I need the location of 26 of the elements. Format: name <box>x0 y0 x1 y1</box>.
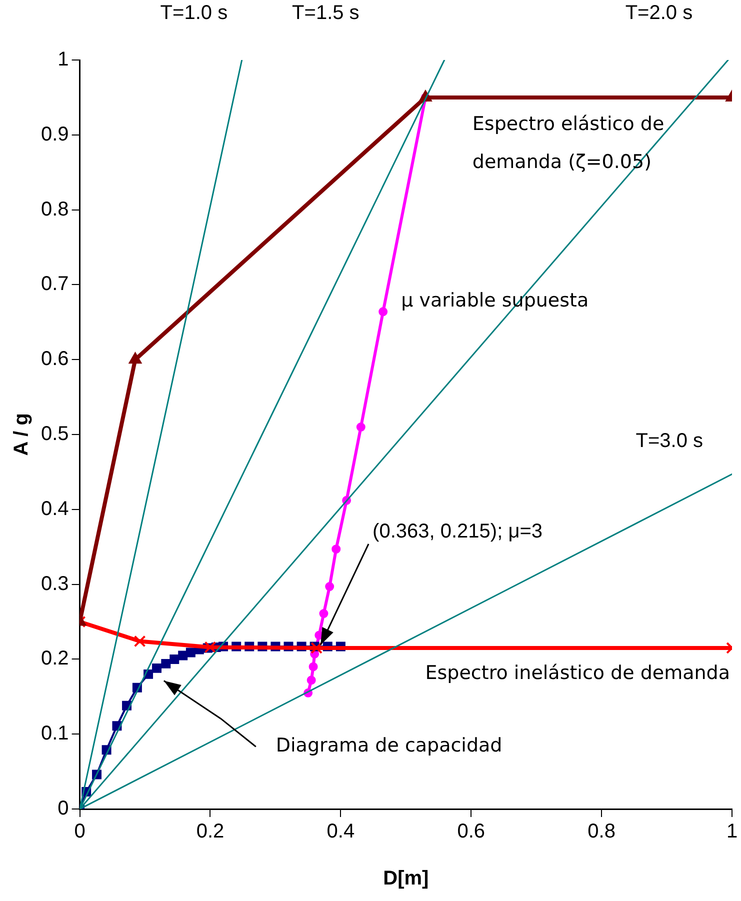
text: T=2.0 s <box>625 2 693 24</box>
y-tick-label: 0.4 <box>40 498 69 520</box>
x-tick-label: 1 <box>726 820 738 843</box>
y-tick-label: 0.9 <box>40 123 69 146</box>
x-axis-title: D[m] <box>383 868 429 890</box>
x-tick-label: 0.2 <box>196 820 224 843</box>
y-tick-label: 0.6 <box>40 348 69 370</box>
x-tick-label: 0.8 <box>588 820 616 843</box>
text: T=1.5 s <box>292 2 360 24</box>
y-tick-label: 0.8 <box>40 198 69 220</box>
x-tick-label: 0 <box>74 820 86 843</box>
y-tick-label: 0.3 <box>40 572 69 595</box>
y-tick-label: 0.7 <box>40 273 69 296</box>
x-tick-label: 0.4 <box>326 820 355 843</box>
y-tick-label: 0.2 <box>40 648 69 670</box>
annotation: (0.363, 0.215); μ=3 <box>372 520 543 542</box>
y-tick-label: 1 <box>58 48 69 71</box>
y-axis-title: A / g <box>10 413 33 456</box>
text: T=1.0 s <box>160 2 228 24</box>
series-label: Espectro inelástico de demanda <box>425 662 730 684</box>
y-tick-label: 0 <box>58 798 69 820</box>
x-tick-label: 0.6 <box>457 820 486 843</box>
annotation: T=3.0 s <box>636 430 704 452</box>
y-tick-label: 0.1 <box>40 722 69 745</box>
y-tick-label: 0.5 <box>40 423 69 446</box>
text: Diagrama de capacidad <box>276 734 502 757</box>
